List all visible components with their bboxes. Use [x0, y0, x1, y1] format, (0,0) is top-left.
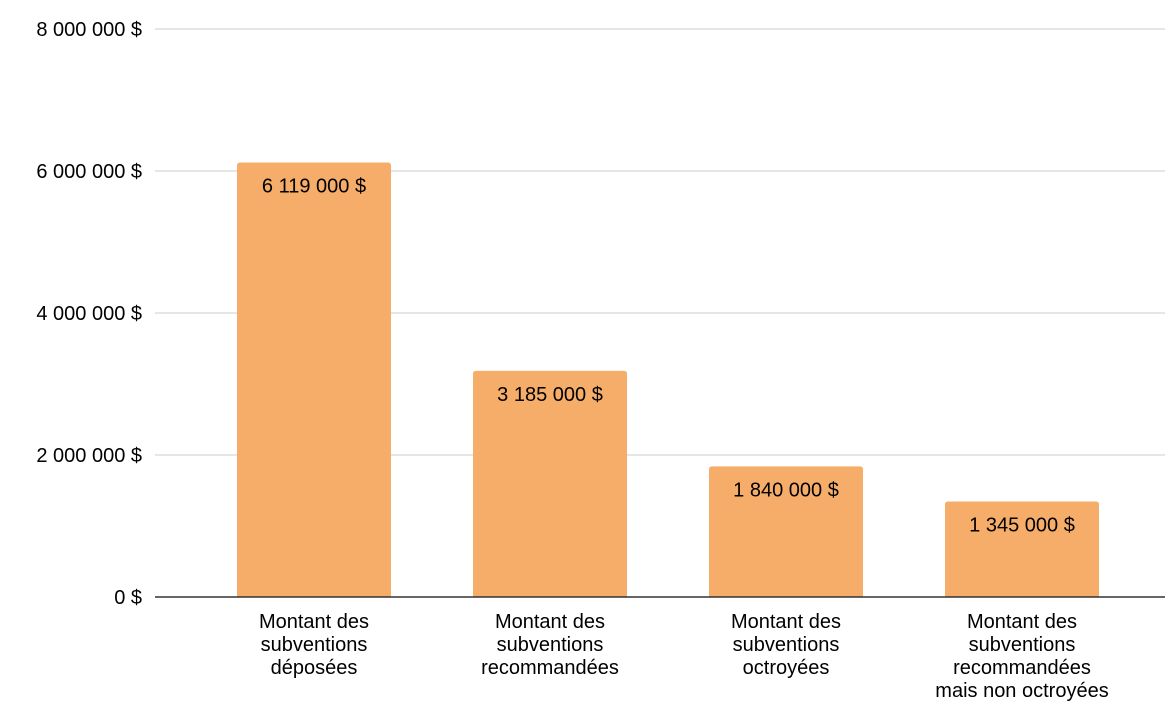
- category-label-line: subventions: [969, 634, 1076, 656]
- y-tick-label: 4 000 000 $: [36, 303, 142, 325]
- category-label-line: recommandées: [953, 657, 1091, 679]
- category-label-line: subventions: [261, 634, 368, 656]
- category-label-line: Montant des: [259, 611, 369, 633]
- category-label-line: recommandées: [481, 657, 619, 679]
- bar: [237, 162, 391, 597]
- y-tick-label: 0 $: [114, 587, 142, 609]
- data-labels: 6 119 000 $ 3 185 000 $ 1 840 000 $ 1 345 0…: [262, 176, 1075, 537]
- bar: [473, 370, 627, 597]
- category-label-line: subventions: [733, 634, 840, 656]
- bar-value-label: 1 345 000 $: [969, 515, 1075, 537]
- bar-value-label: 1 840 000 $: [733, 479, 839, 501]
- y-axis-ticks: 0 $ 2 000 000 $ 4 000 000 $ 6 000 000 $ 8 00…: [36, 19, 142, 609]
- category-label-line: Montant des: [495, 611, 605, 633]
- bars: [237, 162, 1099, 597]
- y-tick-label: 6 000 000 $: [36, 161, 142, 183]
- bar-value-label: 6 119 000 $: [262, 176, 366, 198]
- bar: [709, 466, 863, 597]
- category-label-line: octroyées: [743, 657, 830, 679]
- y-tick-label: 8 000 000 $: [36, 19, 142, 41]
- category-label-line: Montant des: [731, 611, 841, 633]
- category-label-line: mais non octroyées: [935, 680, 1108, 702]
- category-label-line: subventions: [497, 634, 604, 656]
- category-label-line: Montant des: [967, 611, 1077, 633]
- bar-value-label: 3 185 000 $: [497, 384, 603, 406]
- y-tick-label: 2 000 000 $: [36, 445, 142, 467]
- bar: [945, 501, 1099, 597]
- category-label-line: déposées: [271, 657, 358, 679]
